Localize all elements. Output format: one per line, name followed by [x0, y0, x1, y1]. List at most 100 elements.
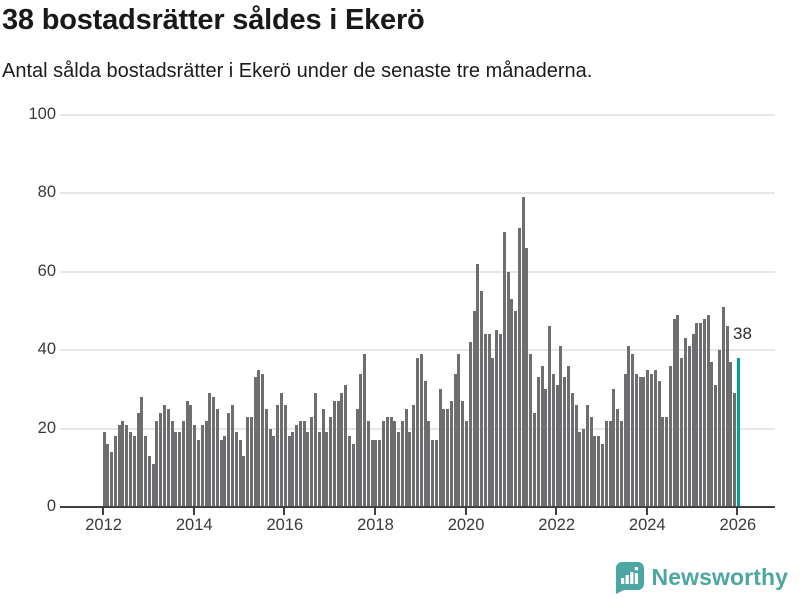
bar — [566, 365, 570, 507]
bar — [125, 424, 129, 507]
y-tick-label: 60 — [37, 261, 56, 280]
bar — [646, 369, 650, 507]
bar — [495, 330, 499, 507]
x-tick-label: 2020 — [447, 516, 485, 534]
bar — [223, 436, 227, 507]
bar — [540, 365, 544, 507]
bar — [404, 408, 408, 507]
brand-footer: Newsworthy — [614, 560, 788, 594]
bar — [359, 373, 363, 507]
bar — [480, 291, 484, 507]
bar — [344, 385, 348, 507]
bar — [227, 412, 231, 507]
bar — [714, 385, 718, 507]
y-tick-label: 100 — [28, 104, 56, 123]
bar — [378, 440, 382, 507]
bar — [178, 432, 182, 507]
bar — [729, 361, 733, 507]
bar — [113, 436, 117, 507]
bar — [593, 436, 597, 507]
bar — [159, 412, 163, 507]
bar — [393, 420, 397, 507]
bar — [574, 404, 578, 507]
bar — [268, 428, 272, 507]
bar — [208, 393, 212, 507]
bar — [608, 420, 612, 507]
x-tick-label: 2026 — [719, 516, 757, 534]
bar — [257, 369, 261, 507]
bar — [340, 393, 344, 507]
bar — [585, 404, 589, 507]
bar — [151, 463, 155, 507]
bar — [121, 420, 125, 507]
bar — [725, 326, 729, 507]
bar — [147, 455, 151, 507]
newsworthy-logo-icon — [615, 561, 644, 594]
bar — [287, 436, 291, 507]
bar — [374, 440, 378, 507]
bar — [449, 401, 453, 507]
bar — [332, 401, 336, 507]
bar — [325, 432, 329, 507]
bar — [419, 353, 423, 507]
bar — [600, 444, 604, 507]
bar — [249, 416, 253, 507]
bar — [215, 408, 219, 507]
bar — [242, 455, 246, 507]
bar — [196, 440, 200, 507]
bar — [506, 271, 510, 507]
bar — [412, 404, 416, 507]
bar — [612, 389, 616, 507]
bar — [638, 377, 642, 507]
bar — [280, 393, 284, 507]
bar — [389, 416, 393, 507]
bar — [181, 420, 185, 507]
bar — [298, 420, 302, 507]
bar — [408, 432, 412, 507]
x-tick-label: 2022 — [538, 516, 576, 534]
bar — [230, 404, 234, 507]
bar — [283, 404, 287, 507]
x-axis-tick — [283, 508, 286, 515]
bar — [461, 401, 465, 507]
bar — [631, 353, 635, 507]
bar — [132, 436, 136, 507]
bar — [446, 408, 450, 507]
bar — [397, 432, 401, 507]
y-tick-label: 80 — [37, 183, 56, 201]
bar — [653, 369, 657, 507]
bar — [238, 440, 242, 507]
bar — [578, 432, 582, 507]
bar — [559, 346, 563, 507]
gridline — [60, 113, 775, 116]
x-tick-label: 2012 — [85, 516, 122, 534]
bar — [695, 322, 699, 507]
bar — [442, 408, 446, 507]
bar — [193, 424, 197, 507]
bar — [219, 440, 223, 507]
bar — [140, 397, 144, 507]
bar — [665, 416, 669, 507]
bar — [721, 306, 725, 507]
bar — [272, 436, 276, 507]
bar — [476, 263, 480, 507]
bar — [189, 404, 193, 507]
bar — [472, 310, 476, 507]
bar — [400, 420, 404, 507]
bar — [163, 404, 166, 507]
bar — [295, 424, 299, 507]
x-tick-label: 2024 — [628, 516, 666, 534]
bar — [502, 232, 506, 507]
bar — [672, 318, 676, 507]
bar — [302, 420, 306, 507]
bar — [491, 357, 495, 507]
bar — [431, 440, 435, 507]
x-axis-tick — [373, 508, 376, 515]
bar — [102, 432, 106, 507]
y-tick-label: 40 — [37, 340, 56, 358]
bar — [680, 357, 684, 507]
bar — [415, 357, 419, 507]
x-tick-label: 2016 — [266, 516, 304, 534]
bar — [616, 408, 620, 507]
